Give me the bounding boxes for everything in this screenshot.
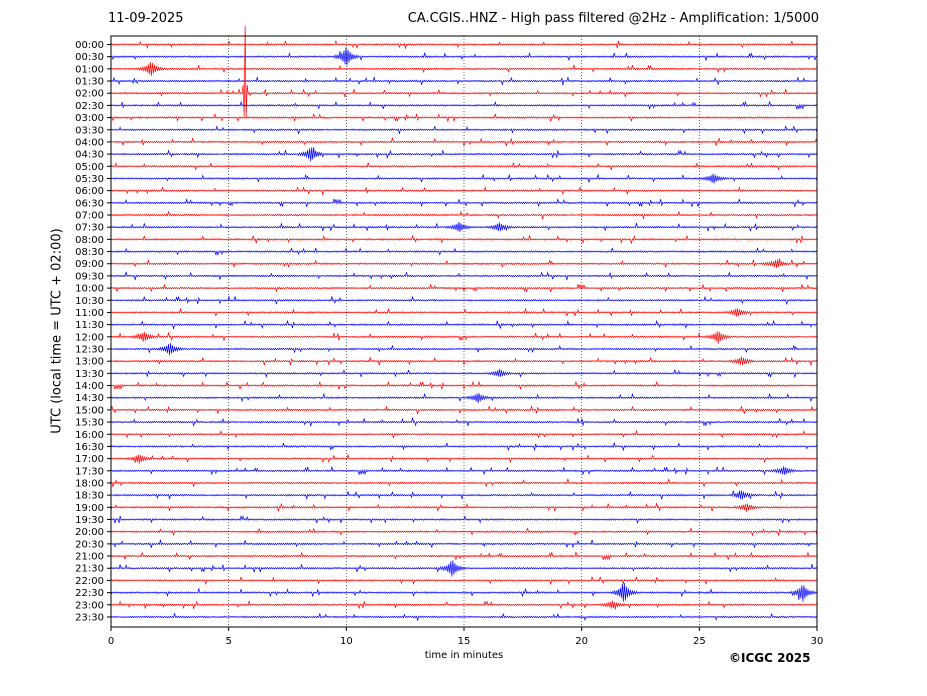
y-tick-label: 00:30 bbox=[75, 52, 104, 63]
trace-1530 bbox=[110, 417, 818, 427]
trace-1630 bbox=[110, 442, 818, 451]
trace-1400 bbox=[110, 381, 818, 391]
y-tick-label: 22:00 bbox=[75, 576, 104, 587]
y-tick-label: 02:30 bbox=[75, 101, 104, 112]
y-tick-label: 15:30 bbox=[75, 418, 104, 429]
y-tick-label: 20:00 bbox=[75, 527, 104, 538]
y-tick-label: 17:00 bbox=[75, 454, 104, 465]
y-tick-label: 14:00 bbox=[75, 381, 104, 392]
y-tick-label: 03:30 bbox=[75, 125, 104, 136]
trace-1230 bbox=[110, 343, 818, 356]
trace-1430 bbox=[110, 392, 818, 404]
trace-0630 bbox=[110, 198, 818, 208]
chart-title: CA.CGIS..HNZ - High pass filtered @2Hz -… bbox=[407, 11, 819, 26]
y-tick-label: 11:00 bbox=[75, 308, 104, 319]
x-tick-label: 20 bbox=[575, 636, 588, 647]
trace-1600 bbox=[110, 429, 818, 439]
y-tick-label: 05:00 bbox=[75, 162, 104, 173]
date-label: 11-09-2025 bbox=[108, 11, 184, 26]
trace-2130 bbox=[110, 560, 818, 577]
x-tick-label: 15 bbox=[458, 636, 471, 647]
y-tick-label: 11:30 bbox=[75, 320, 104, 331]
y-tick-label: 04:30 bbox=[75, 150, 104, 161]
trace-1730 bbox=[110, 466, 818, 476]
y-tick-label: 18:30 bbox=[75, 491, 104, 502]
y-tick-label: 22:30 bbox=[75, 588, 104, 599]
y-tick-label: 00:00 bbox=[75, 40, 104, 51]
y-tick-label: 05:30 bbox=[75, 174, 104, 185]
y-tick-label: 23:30 bbox=[75, 612, 104, 623]
y-tick-label: 23:00 bbox=[75, 600, 104, 611]
y-tick-label: 16:00 bbox=[75, 430, 104, 441]
y-tick-label: 21:30 bbox=[75, 564, 104, 575]
y-axis-label: UTC (local time = UTC + 02:00) bbox=[49, 228, 65, 434]
y-tick-label: 15:00 bbox=[75, 405, 104, 416]
x-tick-label: 30 bbox=[811, 636, 824, 647]
trace-0830 bbox=[110, 247, 818, 257]
y-tick-label: 08:30 bbox=[75, 247, 104, 258]
y-tick-label: 06:00 bbox=[75, 186, 104, 197]
y-tick-label: 18:00 bbox=[75, 478, 104, 489]
y-tick-label: 10:30 bbox=[75, 296, 104, 307]
trace-1300 bbox=[110, 356, 818, 366]
y-tick-label: 01:30 bbox=[75, 77, 104, 88]
trace-0530 bbox=[110, 173, 818, 184]
y-tick-label: 07:00 bbox=[75, 211, 104, 222]
y-tick-label: 09:00 bbox=[75, 259, 104, 270]
y-tick-label: 20:30 bbox=[75, 539, 104, 550]
y-tick-label: 12:00 bbox=[75, 332, 104, 343]
y-tick-label: 16:30 bbox=[75, 442, 104, 453]
y-tick-label: 21:00 bbox=[75, 552, 104, 563]
y-tick-label: 14:30 bbox=[75, 393, 104, 404]
trace-2330 bbox=[110, 613, 818, 622]
vertical-grid bbox=[228, 36, 700, 627]
y-tick-label: 10:00 bbox=[75, 284, 104, 295]
plot-frame bbox=[110, 35, 818, 628]
y-tick-label: 12:30 bbox=[75, 345, 104, 356]
y-tick-label: 13:00 bbox=[75, 357, 104, 368]
trace-0700 bbox=[110, 210, 818, 220]
y-tick-label: 04:00 bbox=[75, 137, 104, 148]
trace-0000 bbox=[110, 39, 818, 50]
x-tick-label: 0 bbox=[108, 636, 114, 647]
trace-2200 bbox=[110, 576, 818, 586]
copyright-label: ©ICGC 2025 bbox=[729, 651, 811, 665]
trace-0030 bbox=[110, 47, 818, 66]
y-tick-label: 09:30 bbox=[75, 271, 104, 282]
y-tick-label: 08:00 bbox=[75, 235, 104, 246]
trace-0900 bbox=[110, 258, 818, 269]
y-tick-label: 01:00 bbox=[75, 64, 104, 75]
trace-2230 bbox=[110, 582, 818, 602]
trace-1330 bbox=[110, 368, 818, 379]
y-tick-label: 19:30 bbox=[75, 515, 104, 526]
trace-0600 bbox=[110, 185, 818, 196]
x-axis-ticks: 0 5 10 15 20 25 30 bbox=[108, 627, 824, 647]
y-tick-label: 17:30 bbox=[75, 466, 104, 477]
y-tick-label: 03:00 bbox=[75, 113, 104, 124]
trace-0800 bbox=[110, 234, 818, 244]
trace-0730 bbox=[110, 221, 818, 232]
y-tick-label: 02:00 bbox=[75, 89, 104, 100]
x-tick-label: 25 bbox=[693, 636, 706, 647]
x-tick-label: 10 bbox=[340, 636, 353, 647]
x-axis-label: time in minutes bbox=[424, 650, 504, 661]
x-tick-label: 5 bbox=[225, 636, 231, 647]
y-tick-label: 19:00 bbox=[75, 503, 104, 514]
trace-2300 bbox=[110, 600, 818, 610]
y-tick-label: 06:30 bbox=[75, 198, 104, 209]
y-tick-label: 07:30 bbox=[75, 223, 104, 234]
trace-0500 bbox=[110, 162, 818, 171]
y-tick-label: 13:30 bbox=[75, 369, 104, 380]
trace-1500 bbox=[110, 405, 818, 415]
